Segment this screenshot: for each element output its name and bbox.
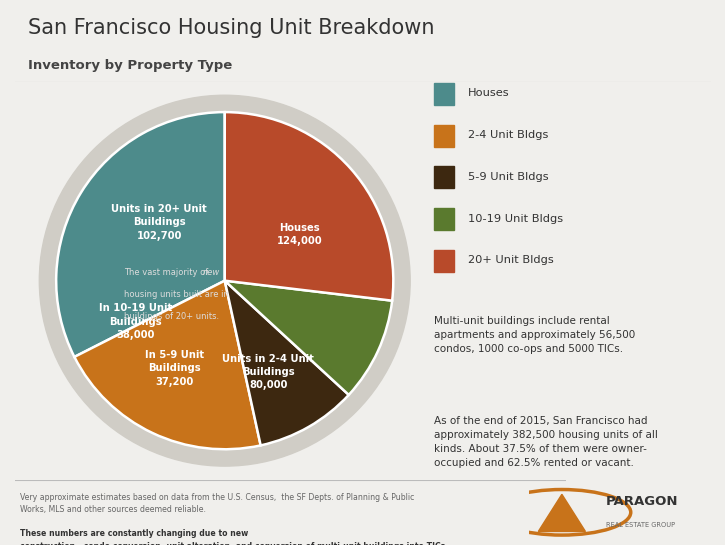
Text: buildings of 20+ units.: buildings of 20+ units. bbox=[123, 312, 219, 320]
Text: Units in 20+ Unit
Buildings
102,700: Units in 20+ Unit Buildings 102,700 bbox=[112, 204, 207, 241]
Wedge shape bbox=[225, 281, 392, 395]
Text: Multi-unit buildings include rental
apartments and approximately 56,500
condos, : Multi-unit buildings include rental apar… bbox=[434, 317, 635, 354]
FancyBboxPatch shape bbox=[434, 208, 454, 230]
Text: In 10-19 Unit
Buildings
38,000: In 10-19 Unit Buildings 38,000 bbox=[99, 304, 173, 340]
Text: 5-9 Unit Bldgs: 5-9 Unit Bldgs bbox=[468, 172, 549, 182]
FancyBboxPatch shape bbox=[434, 83, 454, 105]
Circle shape bbox=[39, 95, 410, 466]
Wedge shape bbox=[225, 281, 349, 445]
Wedge shape bbox=[56, 112, 225, 357]
Text: As of the end of 2015, San Francisco had
approximately 382,500 housing units of : As of the end of 2015, San Francisco had… bbox=[434, 416, 658, 468]
Polygon shape bbox=[538, 494, 585, 531]
Text: Units in 2-4 Unit
Buildings
80,000: Units in 2-4 Unit Buildings 80,000 bbox=[222, 354, 314, 390]
Text: Inventory by Property Type: Inventory by Property Type bbox=[28, 59, 233, 72]
Text: Houses: Houses bbox=[468, 88, 510, 98]
Text: These numbers are constantly changing due to new
construction,  condo conversion: These numbers are constantly changing du… bbox=[20, 529, 448, 545]
Text: The vast majority of: The vast majority of bbox=[123, 268, 210, 277]
Wedge shape bbox=[75, 281, 261, 449]
Text: San Francisco Housing Unit Breakdown: San Francisco Housing Unit Breakdown bbox=[28, 18, 435, 38]
Text: new: new bbox=[203, 268, 220, 277]
Text: 10-19 Unit Bldgs: 10-19 Unit Bldgs bbox=[468, 214, 563, 223]
Wedge shape bbox=[225, 112, 394, 301]
Text: Houses
124,000: Houses 124,000 bbox=[277, 223, 322, 246]
Text: PARAGON: PARAGON bbox=[605, 495, 678, 508]
FancyBboxPatch shape bbox=[434, 250, 454, 272]
Text: 20+ Unit Bldgs: 20+ Unit Bldgs bbox=[468, 256, 554, 265]
Text: 2-4 Unit Bldgs: 2-4 Unit Bldgs bbox=[468, 130, 549, 140]
Text: REAL ESTATE GROUP: REAL ESTATE GROUP bbox=[606, 523, 676, 529]
Text: housing units built are in: housing units built are in bbox=[123, 289, 228, 299]
FancyBboxPatch shape bbox=[434, 166, 454, 189]
Text: In 5-9 Unit
Buildings
37,200: In 5-9 Unit Buildings 37,200 bbox=[145, 350, 204, 386]
FancyBboxPatch shape bbox=[434, 125, 454, 147]
Text: Very approximate estimates based on data from the U.S. Census,  the SF Depts. of: Very approximate estimates based on data… bbox=[20, 493, 415, 514]
